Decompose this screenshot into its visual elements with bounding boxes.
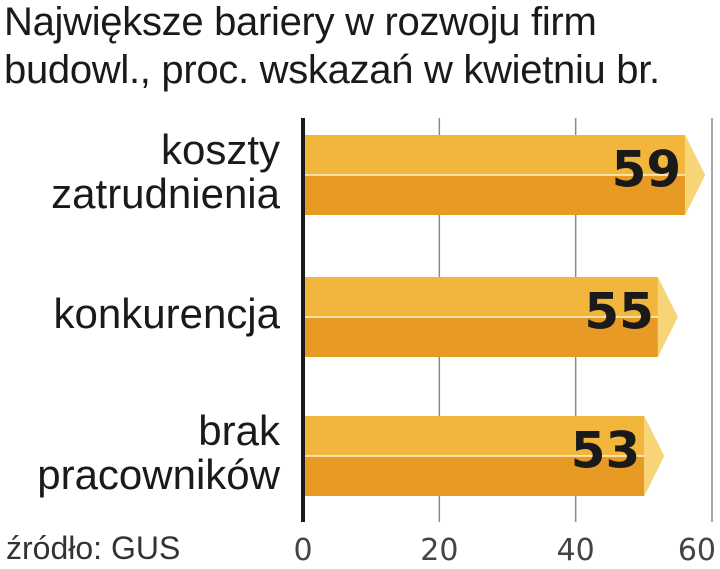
bar-top-face	[301, 277, 658, 317]
category-label-0-0: koszty	[161, 126, 280, 173]
category-label-0-1: zatrudnienia	[51, 170, 280, 217]
bar-bottom-face	[301, 175, 686, 215]
category-label-2-1: pracowników	[37, 451, 280, 498]
bar-tip	[657, 277, 678, 357]
chart-title: Największe bariery w rozwoju firm budowl…	[4, 0, 660, 92]
bar-top-face	[301, 416, 645, 456]
category-label-2-0: brak	[198, 407, 281, 454]
x-tick-label-2: 40	[557, 533, 595, 568]
value-label-2: 53	[571, 422, 641, 480]
x-tick-labels: 0 20 40 60	[293, 533, 716, 568]
x-tick-label-0: 0	[293, 533, 312, 568]
x-tick-label-3: 60	[678, 533, 716, 568]
x-tick-label-1: 20	[420, 533, 458, 568]
bar-top-face	[301, 135, 686, 175]
bar-bottom-face	[301, 317, 658, 357]
value-labels: 59 55 53	[571, 141, 681, 480]
bars	[301, 135, 706, 496]
bar-0	[301, 135, 706, 215]
category-label-1-0: konkurencja	[54, 290, 281, 337]
source-note: źródło: GUS	[6, 530, 181, 566]
bar-2	[301, 416, 665, 496]
bar-1	[301, 277, 678, 357]
bar-tip	[685, 135, 706, 215]
value-label-0: 59	[612, 141, 682, 199]
bar-tip	[644, 416, 665, 496]
value-label-1: 55	[584, 283, 654, 341]
bar-bottom-face	[301, 456, 645, 496]
